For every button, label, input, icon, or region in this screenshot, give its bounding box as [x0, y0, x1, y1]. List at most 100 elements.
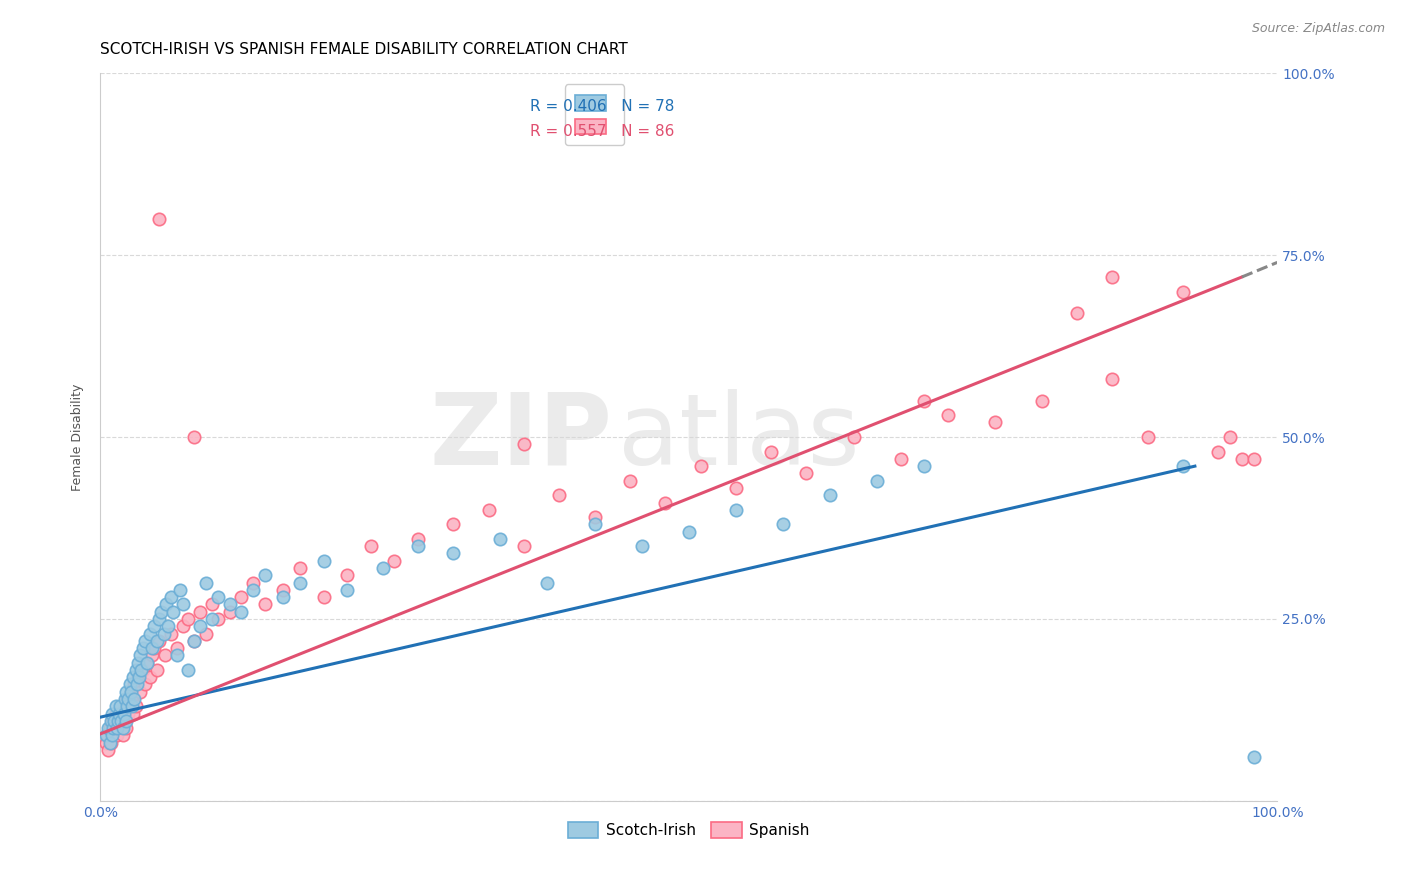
Point — [201, 598, 224, 612]
Point — [1136, 430, 1159, 444]
Point — [1243, 451, 1265, 466]
Point — [253, 568, 276, 582]
Point — [121, 692, 143, 706]
Point — [1066, 306, 1088, 320]
Point — [406, 539, 429, 553]
Point — [160, 626, 183, 640]
Point — [118, 699, 141, 714]
Point — [111, 728, 134, 742]
Point — [583, 510, 606, 524]
Point — [118, 677, 141, 691]
Point — [131, 663, 153, 677]
Point — [406, 532, 429, 546]
Point — [98, 736, 121, 750]
Point — [125, 677, 148, 691]
Point — [678, 524, 700, 539]
Point — [630, 539, 652, 553]
Point — [148, 211, 170, 226]
Point — [136, 656, 159, 670]
Point — [290, 561, 312, 575]
Point — [103, 714, 125, 728]
Text: Source: ZipAtlas.com: Source: ZipAtlas.com — [1251, 22, 1385, 36]
Text: SCOTCH-IRISH VS SPANISH FEMALE DISABILITY CORRELATION CHART: SCOTCH-IRISH VS SPANISH FEMALE DISABILIT… — [100, 42, 628, 57]
Point — [134, 633, 156, 648]
Point — [169, 582, 191, 597]
Point — [115, 684, 138, 698]
Point — [145, 663, 167, 677]
Point — [120, 684, 142, 698]
Point — [110, 714, 132, 728]
Point — [242, 575, 264, 590]
Point — [150, 605, 173, 619]
Point — [110, 699, 132, 714]
Point — [110, 721, 132, 735]
Point — [134, 677, 156, 691]
Point — [188, 619, 211, 633]
Point — [127, 670, 149, 684]
Point — [478, 503, 501, 517]
Point — [231, 590, 253, 604]
Point — [131, 663, 153, 677]
Point — [513, 539, 536, 553]
Point — [583, 517, 606, 532]
Point — [101, 706, 124, 721]
Point — [231, 605, 253, 619]
Point — [1243, 750, 1265, 764]
Point — [129, 684, 152, 698]
Point — [489, 532, 512, 546]
Point — [195, 626, 218, 640]
Point — [912, 393, 935, 408]
Point — [172, 598, 194, 612]
Point — [117, 706, 139, 721]
Point — [619, 474, 641, 488]
Point — [384, 554, 406, 568]
Point — [105, 721, 128, 735]
Point — [183, 633, 205, 648]
Point — [183, 430, 205, 444]
Point — [131, 641, 153, 656]
Point — [253, 598, 276, 612]
Point — [218, 605, 240, 619]
Point — [162, 605, 184, 619]
Point — [936, 408, 959, 422]
Point — [101, 714, 124, 728]
Point — [890, 451, 912, 466]
Point — [120, 684, 142, 698]
Point — [912, 459, 935, 474]
Point — [97, 743, 120, 757]
Point — [1230, 451, 1253, 466]
Point — [513, 437, 536, 451]
Point — [96, 728, 118, 742]
Point — [111, 721, 134, 735]
Point — [97, 721, 120, 735]
Point — [148, 612, 170, 626]
Point — [143, 619, 166, 633]
Point — [177, 663, 200, 677]
Point — [152, 626, 174, 640]
Point — [108, 706, 131, 721]
Point — [166, 648, 188, 663]
Point — [141, 641, 163, 656]
Point — [218, 598, 240, 612]
Point — [127, 656, 149, 670]
Point — [122, 706, 145, 721]
Point — [160, 590, 183, 604]
Point — [104, 706, 127, 721]
Point — [155, 598, 177, 612]
Point — [117, 692, 139, 706]
Point — [207, 612, 229, 626]
Point — [336, 582, 359, 597]
Text: R = 0.557   N = 86: R = 0.557 N = 86 — [530, 124, 675, 139]
Point — [195, 575, 218, 590]
Point — [129, 648, 152, 663]
Legend: Scotch-Irish, Spanish: Scotch-Irish, Spanish — [561, 816, 815, 844]
Point — [122, 670, 145, 684]
Point — [312, 590, 335, 604]
Point — [115, 714, 138, 728]
Point — [100, 736, 122, 750]
Point — [1171, 285, 1194, 299]
Point — [441, 517, 464, 532]
Point — [94, 728, 117, 742]
Point — [984, 416, 1007, 430]
Text: R = 0.406   N = 78: R = 0.406 N = 78 — [530, 99, 675, 113]
